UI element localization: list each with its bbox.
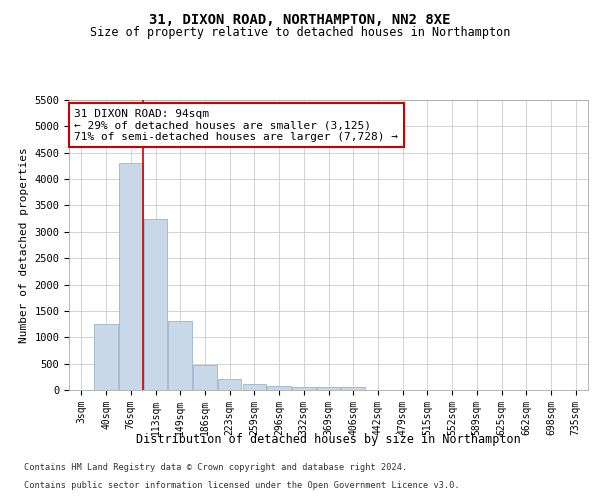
Bar bbox=[268, 386, 291, 390]
Text: Distribution of detached houses by size in Northampton: Distribution of detached houses by size … bbox=[136, 432, 521, 446]
Bar bbox=[119, 164, 143, 390]
Text: Contains public sector information licensed under the Open Government Licence v3: Contains public sector information licen… bbox=[24, 481, 460, 490]
Bar bbox=[292, 387, 316, 390]
Text: Size of property relative to detached houses in Northampton: Size of property relative to detached ho… bbox=[90, 26, 510, 39]
Bar bbox=[144, 218, 167, 390]
Bar bbox=[169, 322, 192, 390]
Bar bbox=[242, 384, 266, 390]
Y-axis label: Number of detached properties: Number of detached properties bbox=[19, 147, 29, 343]
Bar bbox=[193, 364, 217, 390]
Text: 31, DIXON ROAD, NORTHAMPTON, NN2 8XE: 31, DIXON ROAD, NORTHAMPTON, NN2 8XE bbox=[149, 12, 451, 26]
Bar bbox=[341, 388, 365, 390]
Bar bbox=[317, 388, 340, 390]
Text: 31 DIXON ROAD: 94sqm
← 29% of detached houses are smaller (3,125)
71% of semi-de: 31 DIXON ROAD: 94sqm ← 29% of detached h… bbox=[74, 108, 398, 142]
Bar bbox=[218, 380, 241, 390]
Bar bbox=[94, 324, 118, 390]
Text: Contains HM Land Registry data © Crown copyright and database right 2024.: Contains HM Land Registry data © Crown c… bbox=[24, 464, 407, 472]
